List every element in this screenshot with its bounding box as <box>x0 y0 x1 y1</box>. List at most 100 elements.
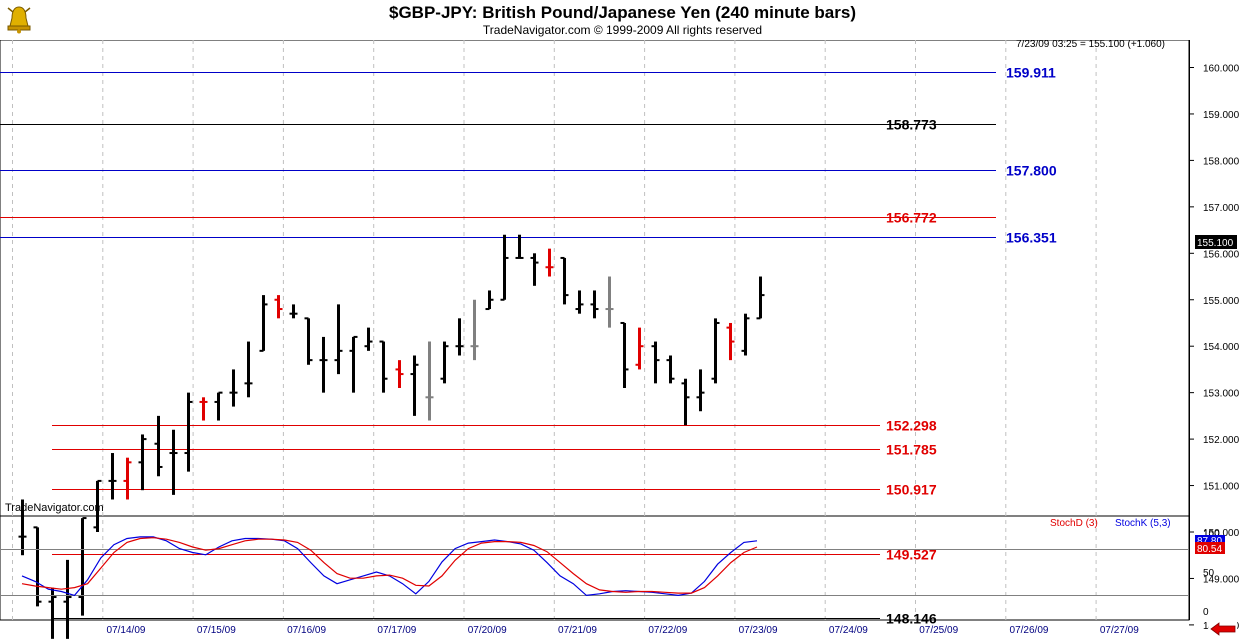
ohlc-bars <box>18 234 765 639</box>
ohlc-bar <box>334 304 343 375</box>
bull-bell-icon <box>7 6 31 34</box>
y-tick-label: 154.000 <box>1203 342 1240 353</box>
y-tick-label: 160.000 <box>1203 64 1240 75</box>
level-label: 151.785 <box>886 442 937 458</box>
ohlc-bar <box>681 378 690 426</box>
ohlc-bar <box>274 295 283 319</box>
x-tick-label: 07/22/09 <box>648 625 687 636</box>
last-price-label: 155.100 <box>1197 238 1234 249</box>
y-tick-label: 151.000 <box>1203 482 1240 493</box>
ohlc-bar <box>214 391 223 421</box>
stochastic-panel: 100 50 0 <box>0 529 1220 618</box>
stochd-legend: StochD (3) <box>1050 518 1098 529</box>
last-price-badge <box>1195 235 1237 249</box>
ohlc-bar <box>304 317 313 365</box>
x-tick-label: 07/24/09 <box>829 625 868 636</box>
y-tick-label: 153.000 <box>1203 389 1240 400</box>
watermark-text: TradeNavigator.com <box>5 502 104 514</box>
level-label: 152.298 <box>886 418 937 434</box>
y-tick-label: 150.000 <box>1203 528 1240 539</box>
level-label: 148.146 <box>886 611 937 627</box>
price-panel-background <box>0 39 1190 517</box>
level-label: 159.911 <box>1006 65 1056 81</box>
ohlc-bar <box>138 434 147 491</box>
ohlc-bar <box>395 360 404 389</box>
ohlc-bar <box>726 322 735 361</box>
ohlc-bar <box>154 415 163 477</box>
ohlc-bar <box>500 234 509 301</box>
support-resistance-levels: 159.911 158.773 157.800 156.772 156.351 152.2… <box>0 65 1057 627</box>
stoch-tick-label: 50 <box>1203 568 1215 579</box>
ohlc-bar <box>108 453 117 500</box>
copyright-subtitle: TradeNavigator.com © 1999-2009 All right… <box>482 23 763 37</box>
vertical-gridlines <box>12 40 1097 620</box>
stoch-panel-background <box>0 515 1190 621</box>
ohlc-bar <box>455 318 464 356</box>
ohlc-bar <box>756 276 765 320</box>
stochd-badge <box>1195 542 1225 554</box>
ohlc-bar <box>651 341 660 384</box>
stochd-line <box>21 537 758 594</box>
level-label: 156.351 <box>1006 230 1057 246</box>
ohlc-bar <box>485 290 494 311</box>
ohlc-bar <box>349 335 358 393</box>
x-tick-label: 07/14/09 <box>107 625 146 636</box>
y-tick-label: 152.000 <box>1203 435 1240 446</box>
ohlc-bar <box>319 336 328 393</box>
ohlc-bar <box>575 290 584 314</box>
ohlc-bar <box>379 340 388 393</box>
level-label: 156.772 <box>886 210 937 226</box>
y-tick-label: 157.000 <box>1203 203 1240 214</box>
ohlc-bar <box>199 397 208 421</box>
ohlc-bar <box>78 517 87 616</box>
ohlc-bar <box>635 327 644 370</box>
ohlc-bar <box>425 341 434 421</box>
ohlc-bar <box>440 341 449 384</box>
x-tick-label: 07/20/09 <box>468 625 507 636</box>
stoch-tick-label: 100 <box>1203 529 1220 540</box>
date-axis: 07/14/09 07/15/09 07/16/09 07/17/09 07/20/09… <box>107 625 1140 636</box>
x-tick-label: 07/26/09 <box>1010 625 1049 636</box>
x-tick-label: 07/16/09 <box>287 625 326 636</box>
chart-title: $GBP-JPY: British Pound/Japanese Yen (24… <box>388 3 856 22</box>
ohlc-bar <box>470 299 479 361</box>
stochk-badge <box>1195 535 1225 545</box>
ohlc-bar <box>741 313 750 356</box>
ohlc-bar <box>515 234 524 259</box>
level-label: 150.917 <box>886 482 937 498</box>
price-readout: 7/23/09 03:25 = 155.100 (+1.060) <box>1016 39 1165 50</box>
ohlc-bar <box>259 295 268 352</box>
ohlc-bar <box>696 369 705 412</box>
ohlc-bar <box>184 392 193 472</box>
level-label: 157.800 <box>1006 163 1057 179</box>
ohlc-bar <box>590 290 599 319</box>
y-tick-label: 156.000 <box>1203 249 1240 260</box>
red-left-arrow-icon[interactable] <box>1209 622 1237 636</box>
x-tick-label: 07/27/09 <box>1100 625 1139 636</box>
ohlc-bar <box>620 321 629 389</box>
ohlc-bar <box>244 341 253 398</box>
x-tick-label: 07/21/09 <box>558 625 597 636</box>
ohlc-bar <box>18 499 27 556</box>
ohlc-bar <box>711 318 720 384</box>
ohlc-bar <box>560 256 569 305</box>
level-label: 149.527 <box>886 547 937 563</box>
ohlc-bar <box>123 457 132 500</box>
level-label: 158.773 <box>886 117 937 133</box>
y-tick-label: 159.000 <box>1203 110 1240 121</box>
ohlc-bar <box>93 479 102 532</box>
ohlc-bar <box>364 327 373 351</box>
x-tick-label: 07/23/09 <box>739 625 778 636</box>
ohlc-bar <box>33 526 42 607</box>
stochk-legend: StochK (5,3) <box>1115 518 1171 529</box>
ohlc-bar <box>605 276 614 328</box>
stochk-value: 87.80 <box>1197 536 1222 547</box>
ohlc-bar <box>229 369 238 407</box>
ohlc-bar <box>169 429 178 495</box>
ohlc-bar <box>410 355 419 416</box>
y-tick-label: 155.000 <box>1203 296 1240 307</box>
x-tick-label: 07/25/09 <box>919 625 958 636</box>
ohlc-bar <box>63 559 72 639</box>
ohlc-bar <box>48 587 57 639</box>
